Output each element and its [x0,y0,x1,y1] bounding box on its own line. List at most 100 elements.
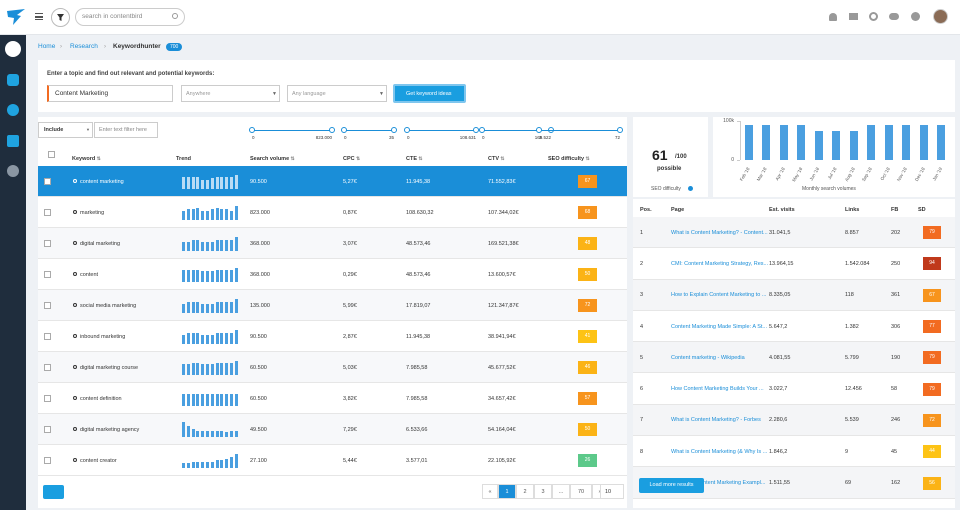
table-row[interactable] [38,445,627,476]
filter-input[interactable] [94,122,158,138]
slider-knob[interactable] [391,127,397,133]
column-header[interactable]: CPC [343,153,360,165]
row-checkbox[interactable] [44,270,51,278]
serp-page[interactable]: 25 Clever Content Marketing Exampl... [671,480,766,487]
header-checkbox[interactable] [48,151,55,158]
row-checkbox[interactable] [44,301,51,309]
serp-page[interactable]: CMI: Content Marketing Strategy, Res... [671,260,769,267]
keyword[interactable]: inbound marketing [80,333,126,340]
page-link[interactable]: 3 [534,484,552,499]
row-checkbox[interactable] [44,363,51,371]
bulk-button[interactable] [43,485,64,499]
page-link[interactable]: 2 [516,484,534,499]
page-link[interactable]: ... [552,484,570,499]
column-header[interactable]: SEO difficulty [548,153,590,165]
keyword[interactable]: content marketing [80,178,124,185]
menu-icon[interactable] [35,13,43,20]
trend-bar [201,430,205,437]
slider-knob[interactable] [329,127,335,133]
nav-search[interactable] [5,41,21,57]
keyword[interactable]: content creator [80,457,117,464]
logo [7,9,25,25]
page-link[interactable]: 1 [498,484,516,499]
slider-knob[interactable] [617,127,623,133]
serp-page[interactable]: How to Explain Content Marketing to ... [671,292,767,299]
keyword-button[interactable] [393,84,466,103]
row-checkbox[interactable] [44,239,51,247]
serp-page[interactable]: How Content Marketing Builds Your ... [671,386,764,393]
slider-knob[interactable] [536,127,542,133]
topic-input[interactable] [47,85,173,102]
row-checkbox[interactable] [44,177,51,185]
slider-knob[interactable] [404,127,410,133]
slider-max: 169.522 [534,135,551,140]
column-header[interactable]: Keyword [72,153,101,165]
breadcrumb-item[interactable]: Home [38,43,56,50]
keyword[interactable]: social media marketing [80,302,137,309]
avatar[interactable] [933,9,948,24]
nav-settings[interactable] [7,165,19,177]
serp-page[interactable]: Content Marketing Made Simple: A St... [671,323,767,330]
include-select[interactable] [38,122,93,138]
serp-page[interactable]: What is Content Marketing? - Content... [671,229,768,236]
icon-help[interactable] [911,12,920,21]
column-header[interactable]: CTV [488,153,505,165]
serp-row [633,217,955,249]
per-page-select[interactable]: 10 [600,484,624,499]
seo-badge: 48 [578,237,597,250]
serp-page[interactable]: What is Content Marketing (& Why Is ... [671,448,768,455]
keyword[interactable]: content definition [80,395,122,402]
trend-bar [220,209,224,220]
row-checkbox[interactable] [44,425,51,433]
slider-knob[interactable] [479,127,485,133]
nav-item[interactable] [7,104,19,116]
slider-knob[interactable] [249,127,255,133]
serp-sd-badge: 67 [923,288,941,302]
table-row[interactable] [38,166,627,197]
load-more-button[interactable]: Load more results [639,478,704,493]
page-link[interactable]: « [482,484,498,499]
location-select[interactable] [181,85,280,102]
table-row[interactable] [38,228,627,259]
serp-sd-badge: 79 [923,382,941,396]
row-checkbox[interactable] [44,208,51,216]
page-link[interactable]: 70 [570,484,592,499]
nav-item[interactable] [7,74,19,86]
gauge-panel [633,117,708,197]
trend-bar [230,302,233,313]
column-header[interactable]: CTE [406,153,423,165]
keyword[interactable]: content [80,271,99,278]
icon-link[interactable] [869,12,878,21]
trend-bar [234,330,238,344]
slider-track [407,129,476,131]
column-header[interactable]: Search volume [250,153,295,165]
keyword[interactable]: digital marketing course [80,364,139,371]
breadcrumb-item[interactable]: Research [70,43,98,50]
serp-sd-badge: 44 [923,445,941,459]
keyword[interactable]: digital marketing [80,240,121,247]
row-checkbox[interactable] [44,394,51,402]
search-input[interactable] [75,8,185,26]
serp-visits: 13.964,15 [769,260,794,267]
table-row[interactable] [38,197,627,228]
row-checkbox[interactable] [44,332,51,340]
serp-page[interactable]: What is Content Marketing? - Forbes [671,417,761,424]
table-row[interactable] [38,383,627,414]
slider-knob[interactable] [473,127,479,133]
keyword[interactable]: digital marketing agency [80,426,140,433]
nav-item[interactable] [7,135,19,147]
table-row[interactable] [38,321,627,352]
table-row[interactable] [38,259,627,290]
row-checkbox[interactable] [44,456,51,464]
serp-page[interactable]: Content marketing - Wikipedia [671,354,745,361]
keyword[interactable]: marketing [80,209,105,216]
icon-chat[interactable] [889,13,899,20]
table-row[interactable] [38,352,627,383]
table-row[interactable] [38,290,627,321]
language-select[interactable] [287,85,387,102]
slider-knob[interactable] [341,127,347,133]
filter-button[interactable] [51,8,70,27]
table-row[interactable] [38,414,627,445]
icon-mail[interactable] [849,13,858,20]
icon-bell[interactable] [829,13,837,21]
